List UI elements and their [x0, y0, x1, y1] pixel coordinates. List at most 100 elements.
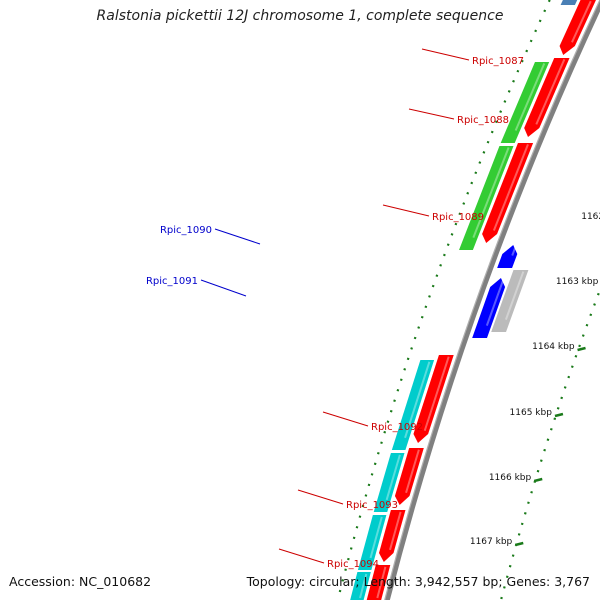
- gene-next-alt-shine: [359, 573, 368, 599]
- gene-1087-cds-body: [559, 0, 596, 56]
- gene-label-text: Rpic_1090: [160, 225, 212, 236]
- gene-1091-cds-body: [472, 278, 506, 338]
- gene-1090-cds: [497, 245, 518, 268]
- leader-line: [214, 228, 261, 245]
- tick-label: 1164 kbp: [532, 342, 575, 352]
- gene-1092-cds: [413, 355, 454, 443]
- gene-1092-cds-shine: [423, 356, 450, 432]
- leader-line: [421, 48, 470, 61]
- gene-1088-rna-body: [500, 62, 550, 143]
- leader-line: [408, 108, 455, 120]
- gene-1092-alt-body: [391, 360, 435, 450]
- gene-label-text: Rpic_1092: [371, 422, 423, 433]
- gene-1094-cds-body: [379, 510, 406, 562]
- tick-label: 1162 kbp: [581, 212, 600, 222]
- gene-label-rpic_1093: Rpic_1093: [297, 489, 398, 511]
- gene-next-cds-shine: [376, 566, 387, 599]
- gene-1091-pseudo-body: [491, 270, 529, 332]
- tick-label: 1166 kbp: [489, 473, 532, 483]
- tick-3: 1163 kbp: [556, 277, 599, 287]
- gene-1087-cds-shine: [571, 0, 592, 43]
- gene-1092-alt-shine: [404, 361, 431, 439]
- map-title: Ralstonia pickettii 12J chromosome 1, co…: [96, 8, 504, 24]
- gene-1094-cds: [379, 510, 406, 562]
- gene-label-text: Rpic_1087: [472, 56, 524, 67]
- gene-next-cds-body: [366, 565, 391, 600]
- gene-1088-rna-shine: [514, 63, 546, 131]
- gene-1093-cds-body: [394, 448, 424, 505]
- gene-1089-cds-body: [482, 143, 534, 243]
- gene-1094-alt-shine: [369, 516, 383, 559]
- gene-1089-cds-shine: [492, 144, 529, 231]
- gene-1094-alt: [357, 515, 387, 570]
- gene-1089-rna-shine: [472, 147, 510, 238]
- gene-1093-cds: [394, 448, 424, 505]
- tick-4: 1164 kbp: [532, 342, 586, 352]
- gene-label-rpic_1087: Rpic_1087: [421, 48, 524, 67]
- tick-mark: [554, 412, 564, 418]
- gene-1094-alt-body: [357, 515, 387, 570]
- gene-1091-pseudo: [491, 270, 529, 332]
- gene-1087-cds: [559, 0, 596, 56]
- tick-ring-dots: [336, 0, 600, 600]
- gene-label-text: Rpic_1088: [457, 115, 509, 126]
- tick-2: 1162 kbp: [581, 212, 600, 222]
- gene-label-text: Rpic_1091: [146, 276, 198, 287]
- gene-next-alt: [350, 572, 371, 600]
- gene-1093-alt-body: [373, 453, 405, 512]
- gene-1089-rna: [459, 146, 514, 250]
- leader-line: [200, 279, 247, 297]
- gene-1088-cds-body: [524, 58, 570, 137]
- gene-top-blue: [560, 0, 578, 5]
- topology-text: Topology: circular; Length: 3,942,557 bp…: [246, 574, 590, 589]
- gene-labels: Rpic_1087 Rpic_1088 Rpic_1089 Rpic_1090 Rpic…: [146, 48, 524, 570]
- backbone-line: [384, 0, 600, 600]
- tick-label: 1163 kbp: [556, 277, 599, 287]
- backbone-highlight: [384, 0, 600, 600]
- gene-1094-cds-shine: [389, 511, 402, 551]
- gene-label-text: Rpic_1094: [327, 559, 379, 570]
- gene-label-rpic_1090: Rpic_1090: [160, 225, 261, 245]
- gene-next-cds: [366, 565, 391, 600]
- gene-1088-rna: [500, 62, 550, 143]
- tick-mark: [533, 477, 543, 483]
- gene-1092-cds-body: [413, 355, 454, 443]
- leader-line: [297, 489, 344, 505]
- backbone-ring: [384, 0, 600, 600]
- gene-label-text: Rpic_1089: [432, 212, 484, 223]
- gene-1090-cds-shine: [511, 246, 517, 256]
- leader-line: [382, 204, 430, 217]
- gene-1088-cds: [524, 58, 570, 137]
- tick-label: 1165 kbp: [510, 408, 553, 418]
- gene-1089-cds: [482, 143, 534, 243]
- gene-1089-rna-body: [459, 146, 514, 250]
- gene-1088-cds-shine: [535, 58, 566, 125]
- accession-text: Accession: NC_010682: [9, 574, 152, 589]
- gene-top-blue-body: [560, 0, 578, 5]
- tick-6: 1166 kbp: [489, 473, 543, 483]
- tick-7: 1167 kbp: [470, 537, 524, 547]
- leader-line: [278, 548, 325, 564]
- gene-1093-cds-shine: [405, 449, 420, 494]
- gene-label-rpic_1088: Rpic_1088: [408, 108, 509, 126]
- gene-1091-cds: [472, 278, 506, 338]
- gene-label-rpic_1089: Rpic_1089: [382, 204, 484, 223]
- gene-label-rpic_1094: Rpic_1094: [278, 548, 379, 570]
- tick-5: 1165 kbp: [510, 408, 564, 418]
- gene-1091-pseudo-shine: [504, 271, 525, 320]
- gene-1093-alt-shine: [385, 454, 401, 501]
- gene-label-rpic_1091: Rpic_1091: [146, 276, 247, 297]
- gene-label-text: Rpic_1093: [346, 500, 398, 511]
- leader-line: [322, 411, 369, 427]
- tick-label: 1167 kbp: [470, 537, 513, 547]
- tick-mark: [577, 346, 586, 352]
- gene-1090-cds-body: [497, 245, 518, 268]
- inner-tick-ring: [499, 286, 600, 600]
- feature-tracks: [350, 0, 596, 600]
- gene-1091-cds-shine: [485, 279, 505, 326]
- gene-next-alt-body: [350, 572, 371, 600]
- gene-1093-alt: [373, 453, 405, 512]
- gene-label-rpic_1092: Rpic_1092: [322, 411, 423, 433]
